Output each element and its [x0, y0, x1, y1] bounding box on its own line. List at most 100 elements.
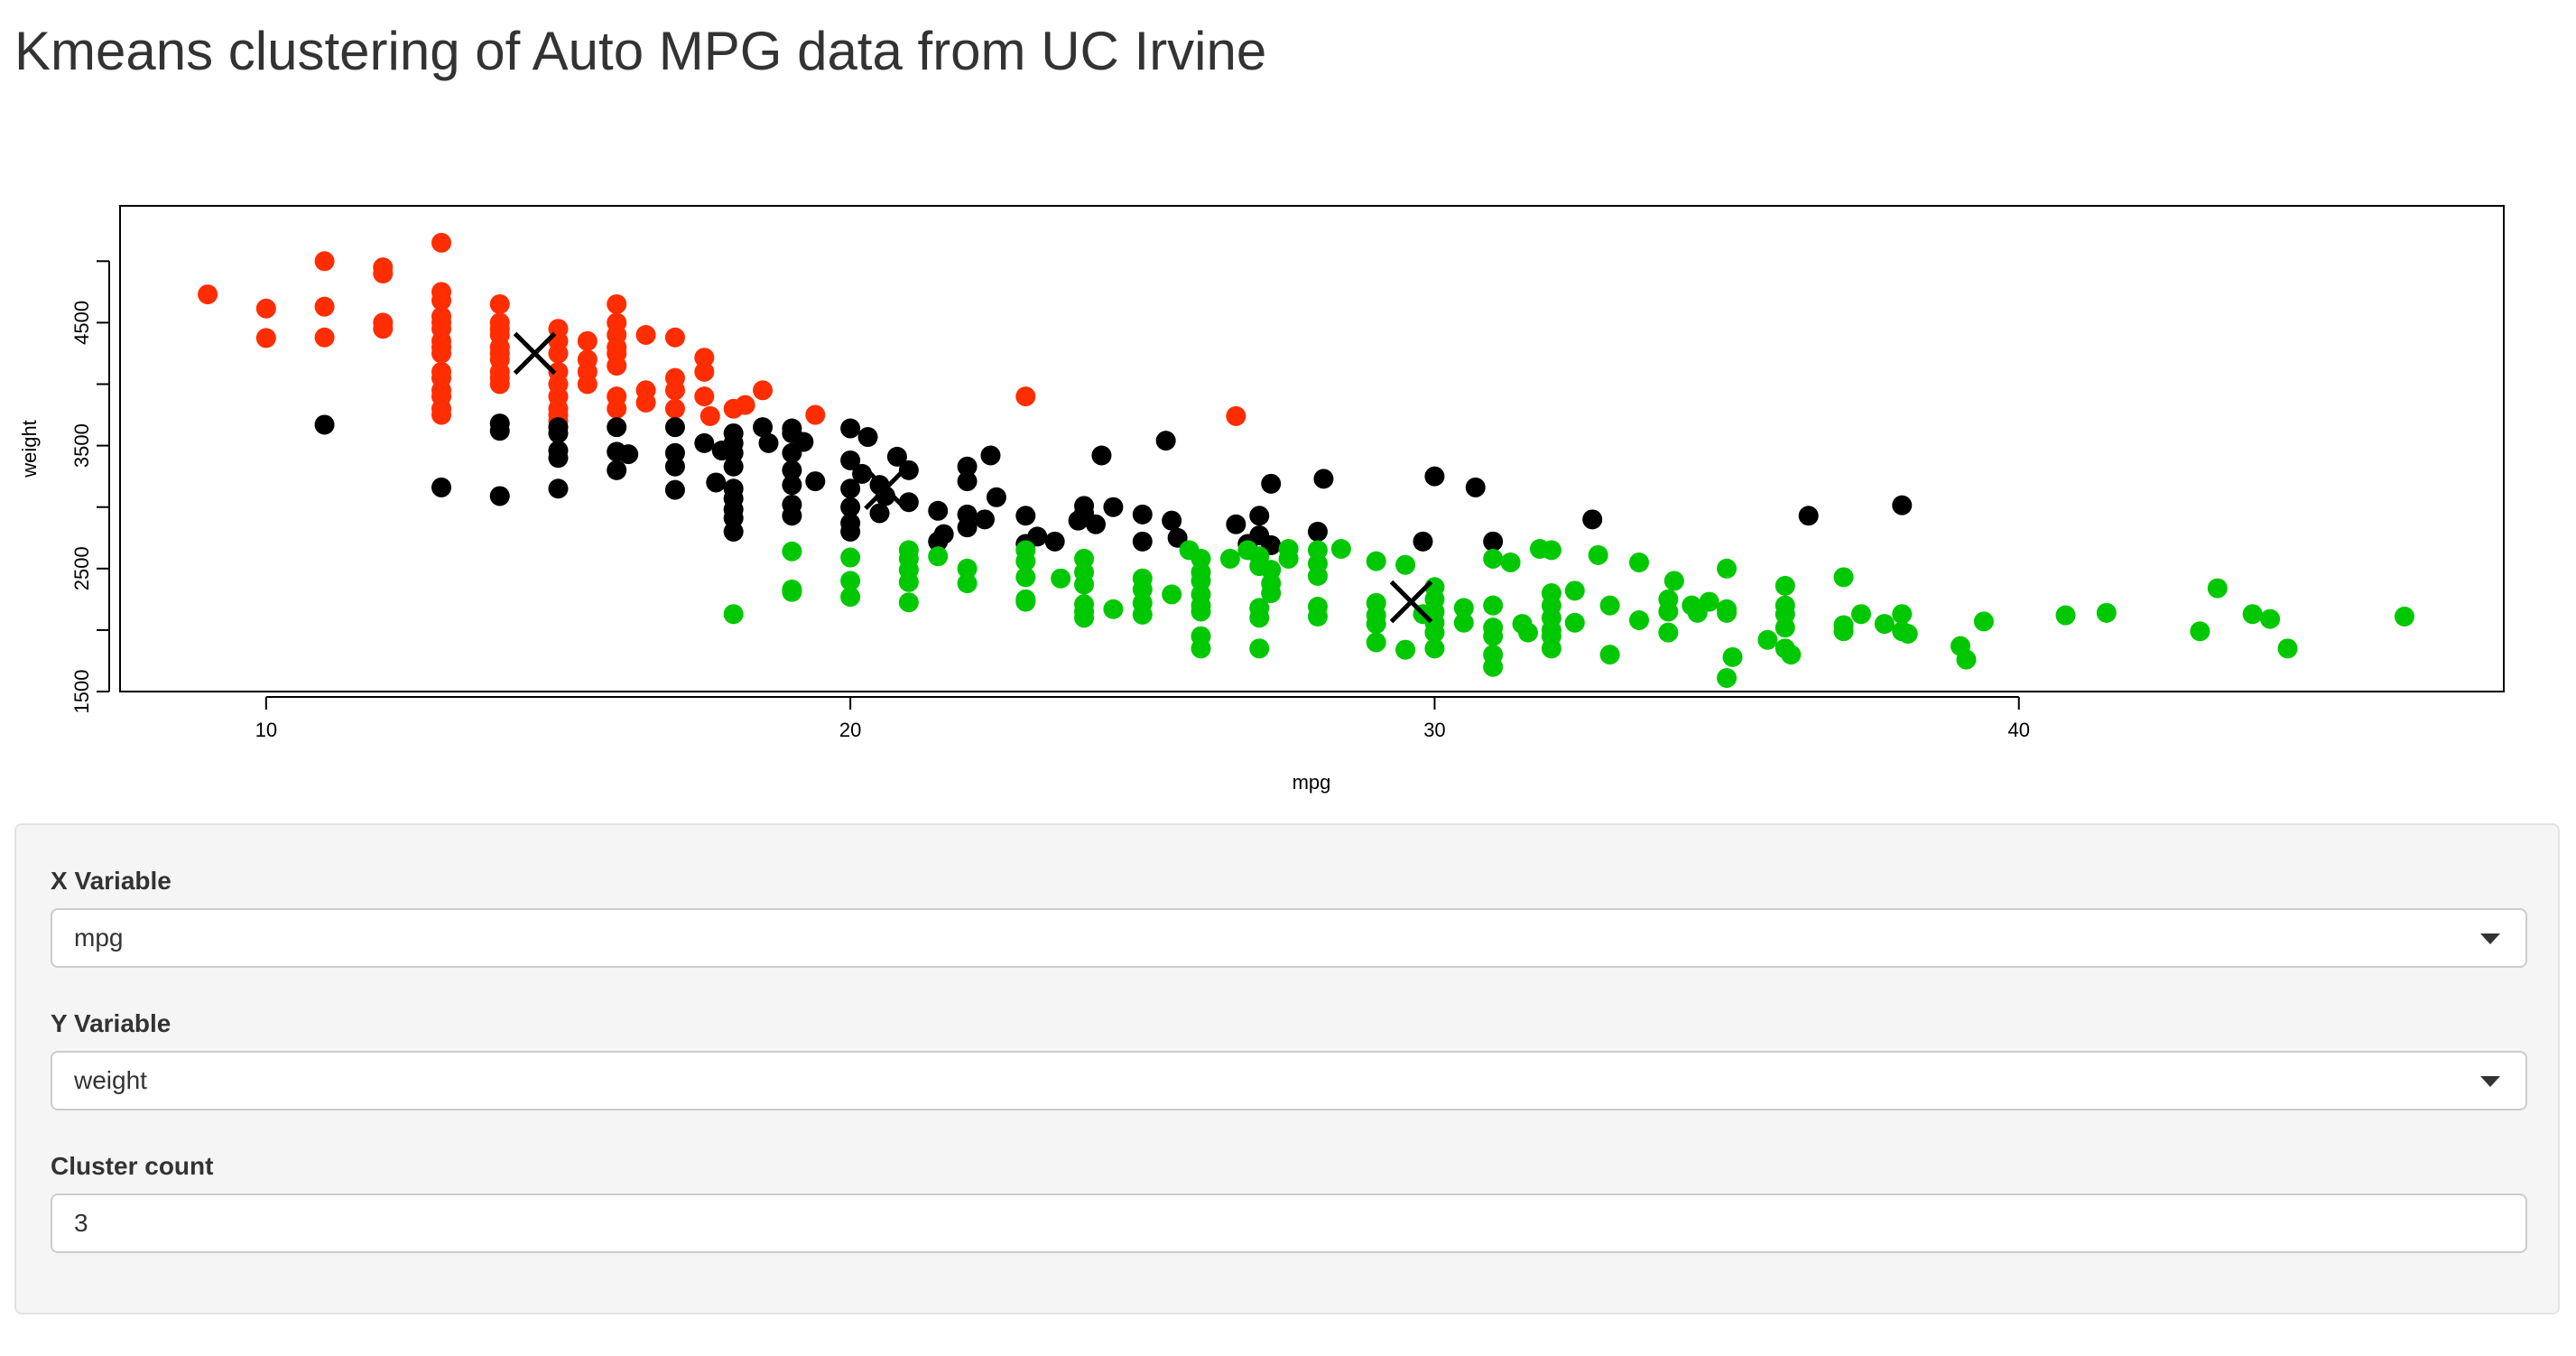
data-point-cluster-2 — [898, 460, 919, 480]
x-axis-label: mpg — [1293, 771, 1331, 794]
data-point-cluster-3 — [840, 547, 861, 568]
data-point-cluster-2 — [957, 471, 978, 492]
data-point-cluster-3 — [1366, 614, 1386, 635]
data-point-cluster-3 — [1395, 554, 1416, 575]
data-point-cluster-2 — [1015, 506, 1036, 526]
data-point-cluster-2 — [618, 444, 639, 465]
plot-frame — [119, 205, 2505, 692]
data-point-cluster-3 — [1717, 602, 1737, 623]
data-point-cluster-3 — [1191, 638, 1211, 659]
data-point-cluster-1 — [255, 298, 276, 319]
data-point-cluster-1 — [664, 327, 685, 348]
data-point-cluster-3 — [723, 604, 744, 625]
data-point-cluster-3 — [1483, 626, 1504, 646]
data-point-cluster-1 — [635, 325, 656, 346]
data-point-cluster-3 — [1395, 639, 1416, 660]
data-point-cluster-1 — [700, 405, 720, 426]
data-point-cluster-3 — [1588, 544, 1608, 565]
data-point-cluster-2 — [607, 460, 627, 480]
data-point-cluster-3 — [1897, 623, 1918, 644]
page-title: Kmeans clustering of Auto MPG data from … — [14, 21, 1267, 81]
x-variable-label: X Variable — [51, 867, 171, 895]
x-variable-value: mpg — [74, 924, 124, 952]
data-point-cluster-2 — [1167, 527, 1188, 548]
chevron-down-icon — [2480, 933, 2500, 944]
x-axis: 10 20 30 40 — [255, 696, 2030, 741]
data-point-cluster-3 — [1833, 621, 1854, 642]
data-point-cluster-1 — [314, 251, 335, 272]
center-stroke — [864, 467, 907, 511]
data-point-cluster-3 — [1892, 604, 1913, 625]
data-point-cluster-2 — [694, 432, 715, 453]
x-tick-label: 30 — [1423, 719, 1445, 741]
data-point-cluster-2 — [1091, 445, 1112, 466]
data-point-cluster-3 — [1518, 622, 1539, 643]
data-point-cluster-1 — [635, 392, 656, 413]
data-point-cluster-3 — [1973, 611, 1994, 632]
data-point-cluster-2 — [957, 456, 978, 477]
center-stroke — [1389, 580, 1433, 624]
data-point-cluster-2 — [706, 472, 727, 493]
data-point-cluster-3 — [1599, 645, 1620, 665]
data-point-cluster-3 — [1307, 606, 1328, 627]
data-point-cluster-3 — [1500, 552, 1521, 572]
data-point-cluster-3 — [1249, 638, 1270, 659]
data-point-cluster-2 — [548, 423, 569, 443]
data-point-cluster-1 — [255, 328, 276, 348]
data-point-cluster-2 — [1162, 510, 1182, 531]
data-point-cluster-2 — [1261, 473, 1282, 494]
data-point-cluster-3 — [1663, 571, 1684, 591]
data-point-cluster-3 — [1453, 598, 1474, 618]
data-point-cluster-3 — [2207, 578, 2228, 599]
data-point-cluster-2 — [758, 432, 779, 453]
data-point-cluster-2 — [1085, 514, 1106, 534]
data-point-cluster-3 — [840, 571, 861, 591]
data-point-cluster-3 — [1541, 540, 1561, 561]
data-point-cluster-1 — [314, 296, 335, 317]
data-point-cluster-2 — [314, 414, 335, 435]
data-point-cluster-3 — [1015, 551, 1036, 571]
data-point-cluster-3 — [1051, 568, 1071, 589]
data-point-cluster-2 — [928, 500, 949, 521]
data-point-cluster-2 — [1027, 526, 1048, 547]
data-point-cluster-3 — [1366, 632, 1386, 653]
data-point-cluster-2 — [1307, 521, 1328, 542]
data-point-cluster-2 — [805, 471, 826, 492]
cluster-center-marker — [513, 331, 557, 376]
data-point-cluster-2 — [886, 446, 907, 467]
data-point-cluster-2 — [1132, 504, 1153, 525]
data-point-cluster-1 — [431, 232, 452, 253]
data-point-cluster-1 — [198, 284, 218, 305]
data-point-cluster-1 — [431, 290, 452, 311]
y-variable-select[interactable]: weight — [51, 1051, 2527, 1110]
data-point-cluster-1 — [314, 327, 335, 348]
data-point-cluster-3 — [957, 558, 978, 579]
y-axis-label: weight — [18, 420, 41, 478]
data-point-cluster-2 — [723, 456, 744, 477]
x-variable-select[interactable]: mpg — [51, 908, 2527, 968]
data-point-cluster-3 — [1658, 622, 1679, 643]
data-point-cluster-2 — [840, 497, 861, 517]
data-point-cluster-3 — [1074, 574, 1095, 595]
cluster-count-input[interactable] — [51, 1193, 2527, 1253]
data-point-cluster-3 — [1483, 548, 1504, 569]
x-tick-label: 20 — [839, 719, 861, 741]
data-point-cluster-1 — [548, 343, 569, 364]
cluster-centers — [513, 331, 1433, 624]
data-point-cluster-3 — [1599, 595, 1620, 616]
center-stroke — [513, 331, 557, 376]
data-point-cluster-1 — [607, 293, 627, 314]
data-point-cluster-3 — [1330, 539, 1351, 560]
data-point-cluster-1 — [431, 343, 452, 364]
data-point-cluster-3 — [1453, 612, 1474, 633]
data-point-cluster-3 — [1564, 612, 1585, 633]
data-point-cluster-1 — [694, 348, 715, 368]
x-tick-label: 40 — [2007, 719, 2029, 741]
data-point-cluster-3 — [2096, 602, 2117, 623]
data-point-cluster-2 — [840, 478, 861, 499]
cluster-center-marker — [864, 467, 907, 511]
kmeans-scatter-plot: 10 20 30 40 1500 2500 3500 4500 mpg weight — [0, 144, 2576, 813]
data-point-cluster-3 — [1307, 565, 1328, 586]
y-tick-label: 2500 — [70, 546, 93, 590]
data-point-cluster-2 — [664, 479, 685, 500]
